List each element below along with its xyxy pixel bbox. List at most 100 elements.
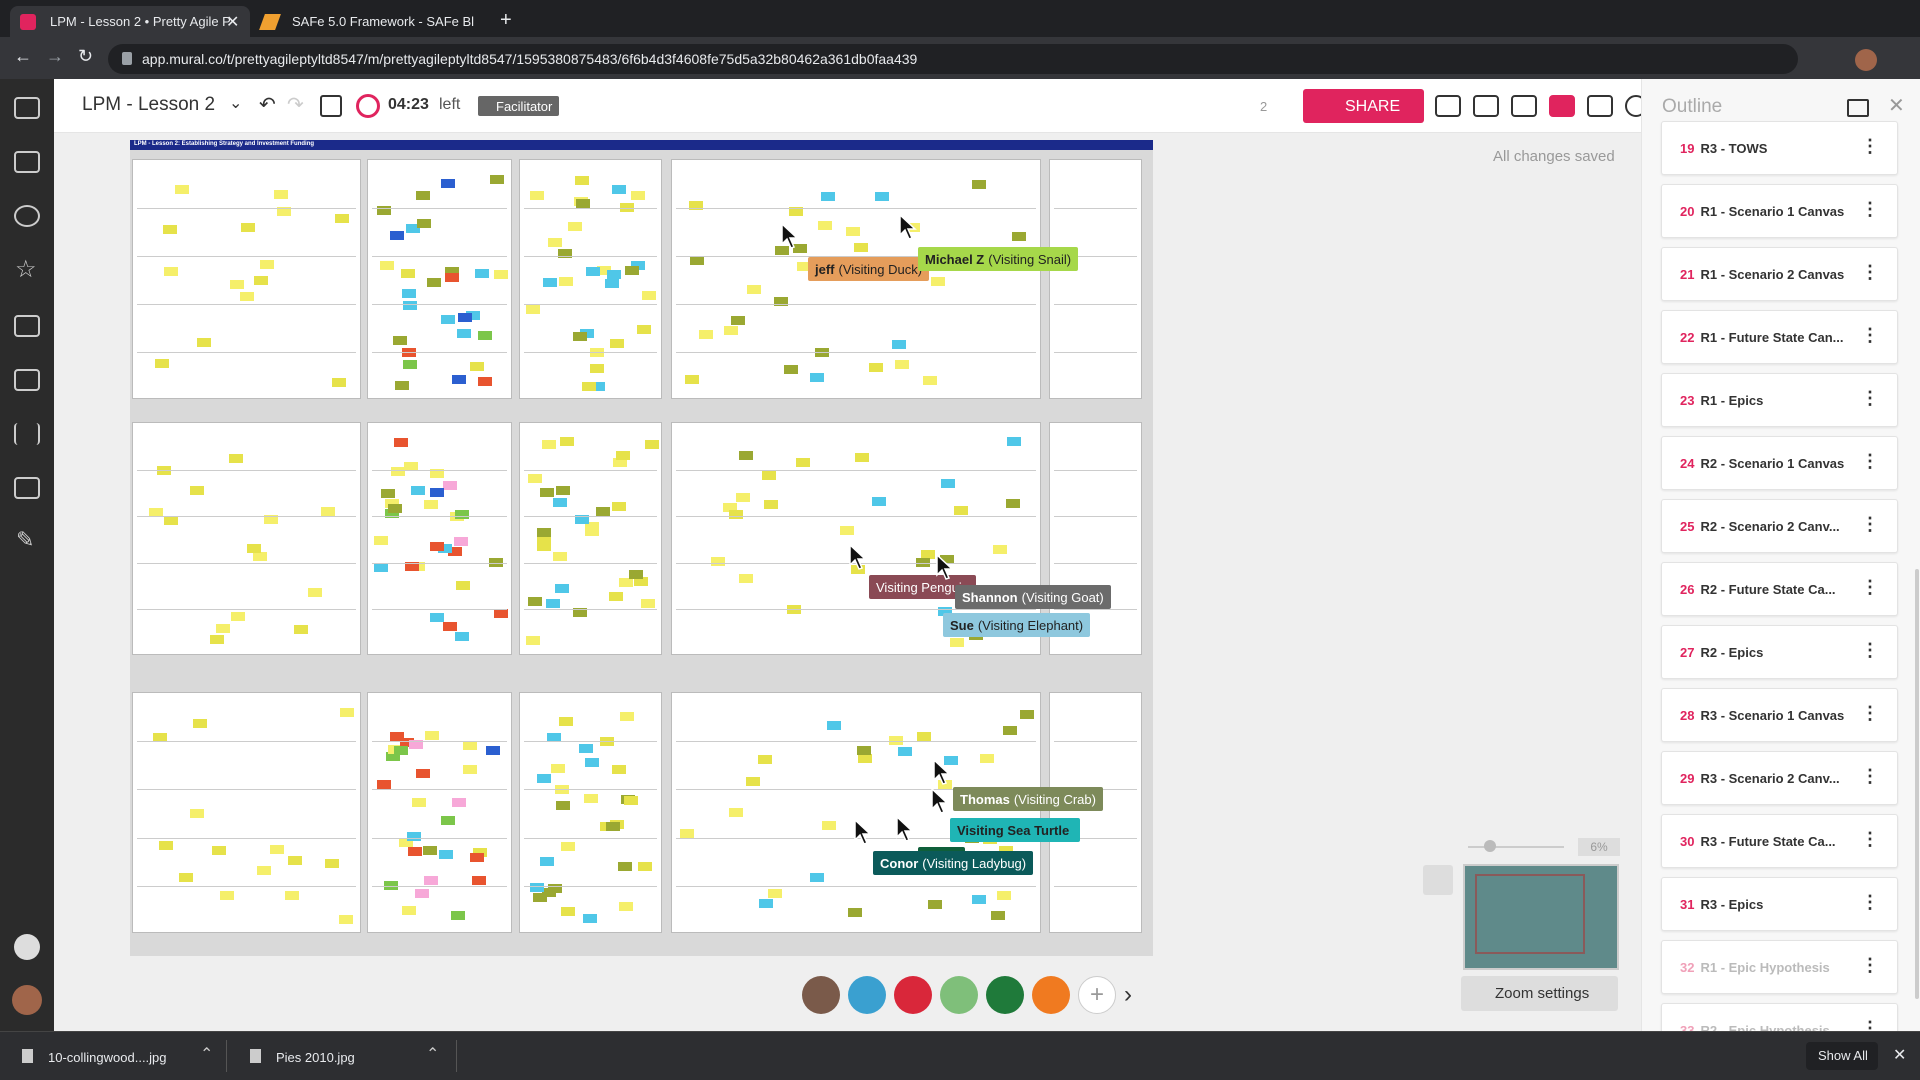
minimap[interactable] bbox=[1463, 864, 1619, 970]
reload[interactable]: ↻ bbox=[78, 46, 94, 66]
user-avatar[interactable] bbox=[12, 985, 42, 1015]
sticky-note bbox=[530, 882, 544, 892]
avatar[interactable] bbox=[940, 976, 978, 1014]
avatar[interactable] bbox=[1032, 976, 1070, 1014]
mural-title[interactable]: LPM - Lesson 2 bbox=[82, 94, 216, 115]
item-menu[interactable]: ⋮ bbox=[1861, 199, 1879, 219]
sidebar-icon[interactable] bbox=[14, 369, 40, 391]
item-menu[interactable]: ⋮ bbox=[1861, 136, 1879, 156]
download-file[interactable]: 10-collingwood....jpg bbox=[48, 1050, 167, 1065]
sidebar-icon[interactable]: ☆ bbox=[15, 256, 37, 283]
title-menu[interactable]: ⌄ bbox=[229, 95, 243, 112]
sticky-note bbox=[888, 736, 903, 746]
sidebar-icon[interactable] bbox=[14, 97, 40, 119]
profile[interactable] bbox=[1855, 49, 1877, 71]
item-menu[interactable]: ⋮ bbox=[1861, 514, 1879, 534]
item-menu[interactable]: ⋮ bbox=[1861, 766, 1879, 786]
item-menu[interactable]: ⋮ bbox=[1861, 262, 1879, 282]
download-menu[interactable]: ⌃ bbox=[426, 1046, 440, 1063]
outline-item[interactable]: 23 R1 - Epics ⋮ bbox=[1661, 373, 1898, 427]
outline-item[interactable]: 29 R3 - Scenario 2 Canv... ⋮ bbox=[1661, 751, 1898, 805]
item-menu[interactable]: ⋮ bbox=[1861, 388, 1879, 408]
sticky-note bbox=[630, 191, 645, 201]
outline-item[interactable]: 26 R2 - Future State Ca... ⋮ bbox=[1661, 562, 1898, 616]
tool-icon[interactable] bbox=[1549, 95, 1575, 117]
sticky-note bbox=[874, 191, 889, 201]
download-menu[interactable]: ⌃ bbox=[200, 1046, 214, 1063]
address-bar[interactable]: app.mural.co/t/prettyagileptyltd8547/m/p… bbox=[108, 44, 1798, 74]
sticky-note bbox=[441, 815, 456, 825]
tool-icon[interactable] bbox=[1587, 95, 1613, 117]
item-menu[interactable]: ⋮ bbox=[1861, 892, 1879, 912]
outline-item[interactable]: 33 R2 - Epic Hypothesis ⋮ bbox=[1661, 1003, 1898, 1031]
sticky-note bbox=[795, 458, 810, 468]
outline-item[interactable]: 21 R1 - Scenario 2 Canvas ⋮ bbox=[1661, 247, 1898, 301]
item-menu[interactable]: ⋮ bbox=[1861, 325, 1879, 345]
outline-item[interactable]: 27 R2 - Epics ⋮ bbox=[1661, 625, 1898, 679]
item-menu[interactable]: ⋮ bbox=[1861, 577, 1879, 597]
item-menu[interactable]: ⋮ bbox=[1861, 1018, 1879, 1031]
back[interactable]: ← bbox=[14, 46, 32, 66]
outline-item[interactable]: 24 R2 - Scenario 1 Canvas ⋮ bbox=[1661, 436, 1898, 490]
canvas-line bbox=[1054, 837, 1137, 839]
item-menu[interactable]: ⋮ bbox=[1861, 829, 1879, 849]
sidebar-icon[interactable] bbox=[14, 205, 40, 227]
sticky-note bbox=[731, 316, 746, 326]
outline-item[interactable]: 20 R1 - Scenario 1 Canvas ⋮ bbox=[1661, 184, 1898, 238]
forward[interactable]: → bbox=[46, 46, 64, 66]
item-menu[interactable]: ⋮ bbox=[1861, 451, 1879, 471]
sticky-note bbox=[783, 364, 798, 374]
tab-close[interactable]: ✕ bbox=[226, 14, 240, 31]
sidebar-icon[interactable] bbox=[14, 151, 40, 173]
tool-icon[interactable] bbox=[1473, 95, 1499, 117]
outline-item[interactable]: 32 R1 - Epic Hypothesis ⋮ bbox=[1661, 940, 1898, 994]
item-menu[interactable]: ⋮ bbox=[1861, 640, 1879, 660]
sticky-note bbox=[793, 244, 808, 254]
close-outline[interactable]: ✕ bbox=[1888, 95, 1905, 117]
tool-icon[interactable] bbox=[1435, 95, 1461, 117]
canvas-line bbox=[137, 885, 356, 887]
frame-tool[interactable] bbox=[320, 95, 342, 117]
redo[interactable]: ↷ bbox=[287, 94, 304, 116]
outline-item[interactable]: 31 R3 - Epics ⋮ bbox=[1661, 877, 1898, 931]
more-avatars[interactable]: › bbox=[1124, 981, 1132, 1008]
undo[interactable]: ↶ bbox=[259, 94, 276, 116]
close-downloads[interactable]: ✕ bbox=[1893, 1047, 1907, 1064]
sticky-note bbox=[149, 508, 164, 518]
zoom-slider[interactable] bbox=[1468, 846, 1564, 848]
present-icon[interactable] bbox=[1847, 99, 1869, 117]
outline-item[interactable]: 25 R2 - Scenario 2 Canv... ⋮ bbox=[1661, 499, 1898, 553]
outline-item[interactable]: 19 R3 - TOWS ⋮ bbox=[1661, 121, 1898, 175]
participants[interactable]: 2 bbox=[1260, 99, 1268, 114]
outline-item[interactable]: 22 R1 - Future State Can... ⋮ bbox=[1661, 310, 1898, 364]
sidebar-icon[interactable] bbox=[14, 934, 40, 960]
item-menu[interactable]: ⋮ bbox=[1861, 955, 1879, 975]
new-tab[interactable]: + bbox=[500, 9, 512, 31]
download-file[interactable]: Pies 2010.jpg bbox=[276, 1050, 355, 1065]
avatar[interactable] bbox=[986, 976, 1024, 1014]
outline-item[interactable]: 28 R3 - Scenario 1 Canvas ⋮ bbox=[1661, 688, 1898, 742]
avatar[interactable] bbox=[802, 976, 840, 1014]
timer[interactable]: 04:23 bbox=[388, 96, 429, 113]
tool-icon[interactable] bbox=[1511, 95, 1537, 117]
sidebar-icon[interactable]: ✎ bbox=[16, 527, 35, 552]
avatar[interactable] bbox=[894, 976, 932, 1014]
zoom-handle[interactable] bbox=[1484, 840, 1496, 852]
show-all[interactable]: Show All bbox=[1806, 1042, 1878, 1070]
cursor-path bbox=[896, 815, 914, 842]
outline-item[interactable]: 30 R3 - Future State Ca... ⋮ bbox=[1661, 814, 1898, 868]
sidebar-icon[interactable] bbox=[14, 423, 40, 445]
zoom-settings[interactable]: Zoom settings bbox=[1461, 976, 1618, 1011]
sidebar-icon[interactable] bbox=[14, 315, 40, 337]
share-button[interactable]: SHARE bbox=[1303, 89, 1424, 123]
sidebar-icon[interactable] bbox=[14, 477, 40, 499]
item-menu[interactable]: ⋮ bbox=[1861, 703, 1879, 723]
add-avatar[interactable]: + bbox=[1078, 976, 1116, 1014]
tab[interactable]: SAFe 5.0 Framework - SAFe Bl bbox=[252, 6, 492, 37]
avatar[interactable] bbox=[848, 976, 886, 1014]
tab[interactable]: LPM - Lesson 2 • Pretty Agile P bbox=[10, 6, 250, 37]
hand-tool[interactable] bbox=[1423, 865, 1453, 895]
canvas-line bbox=[524, 789, 657, 791]
canvas-line bbox=[137, 609, 356, 611]
